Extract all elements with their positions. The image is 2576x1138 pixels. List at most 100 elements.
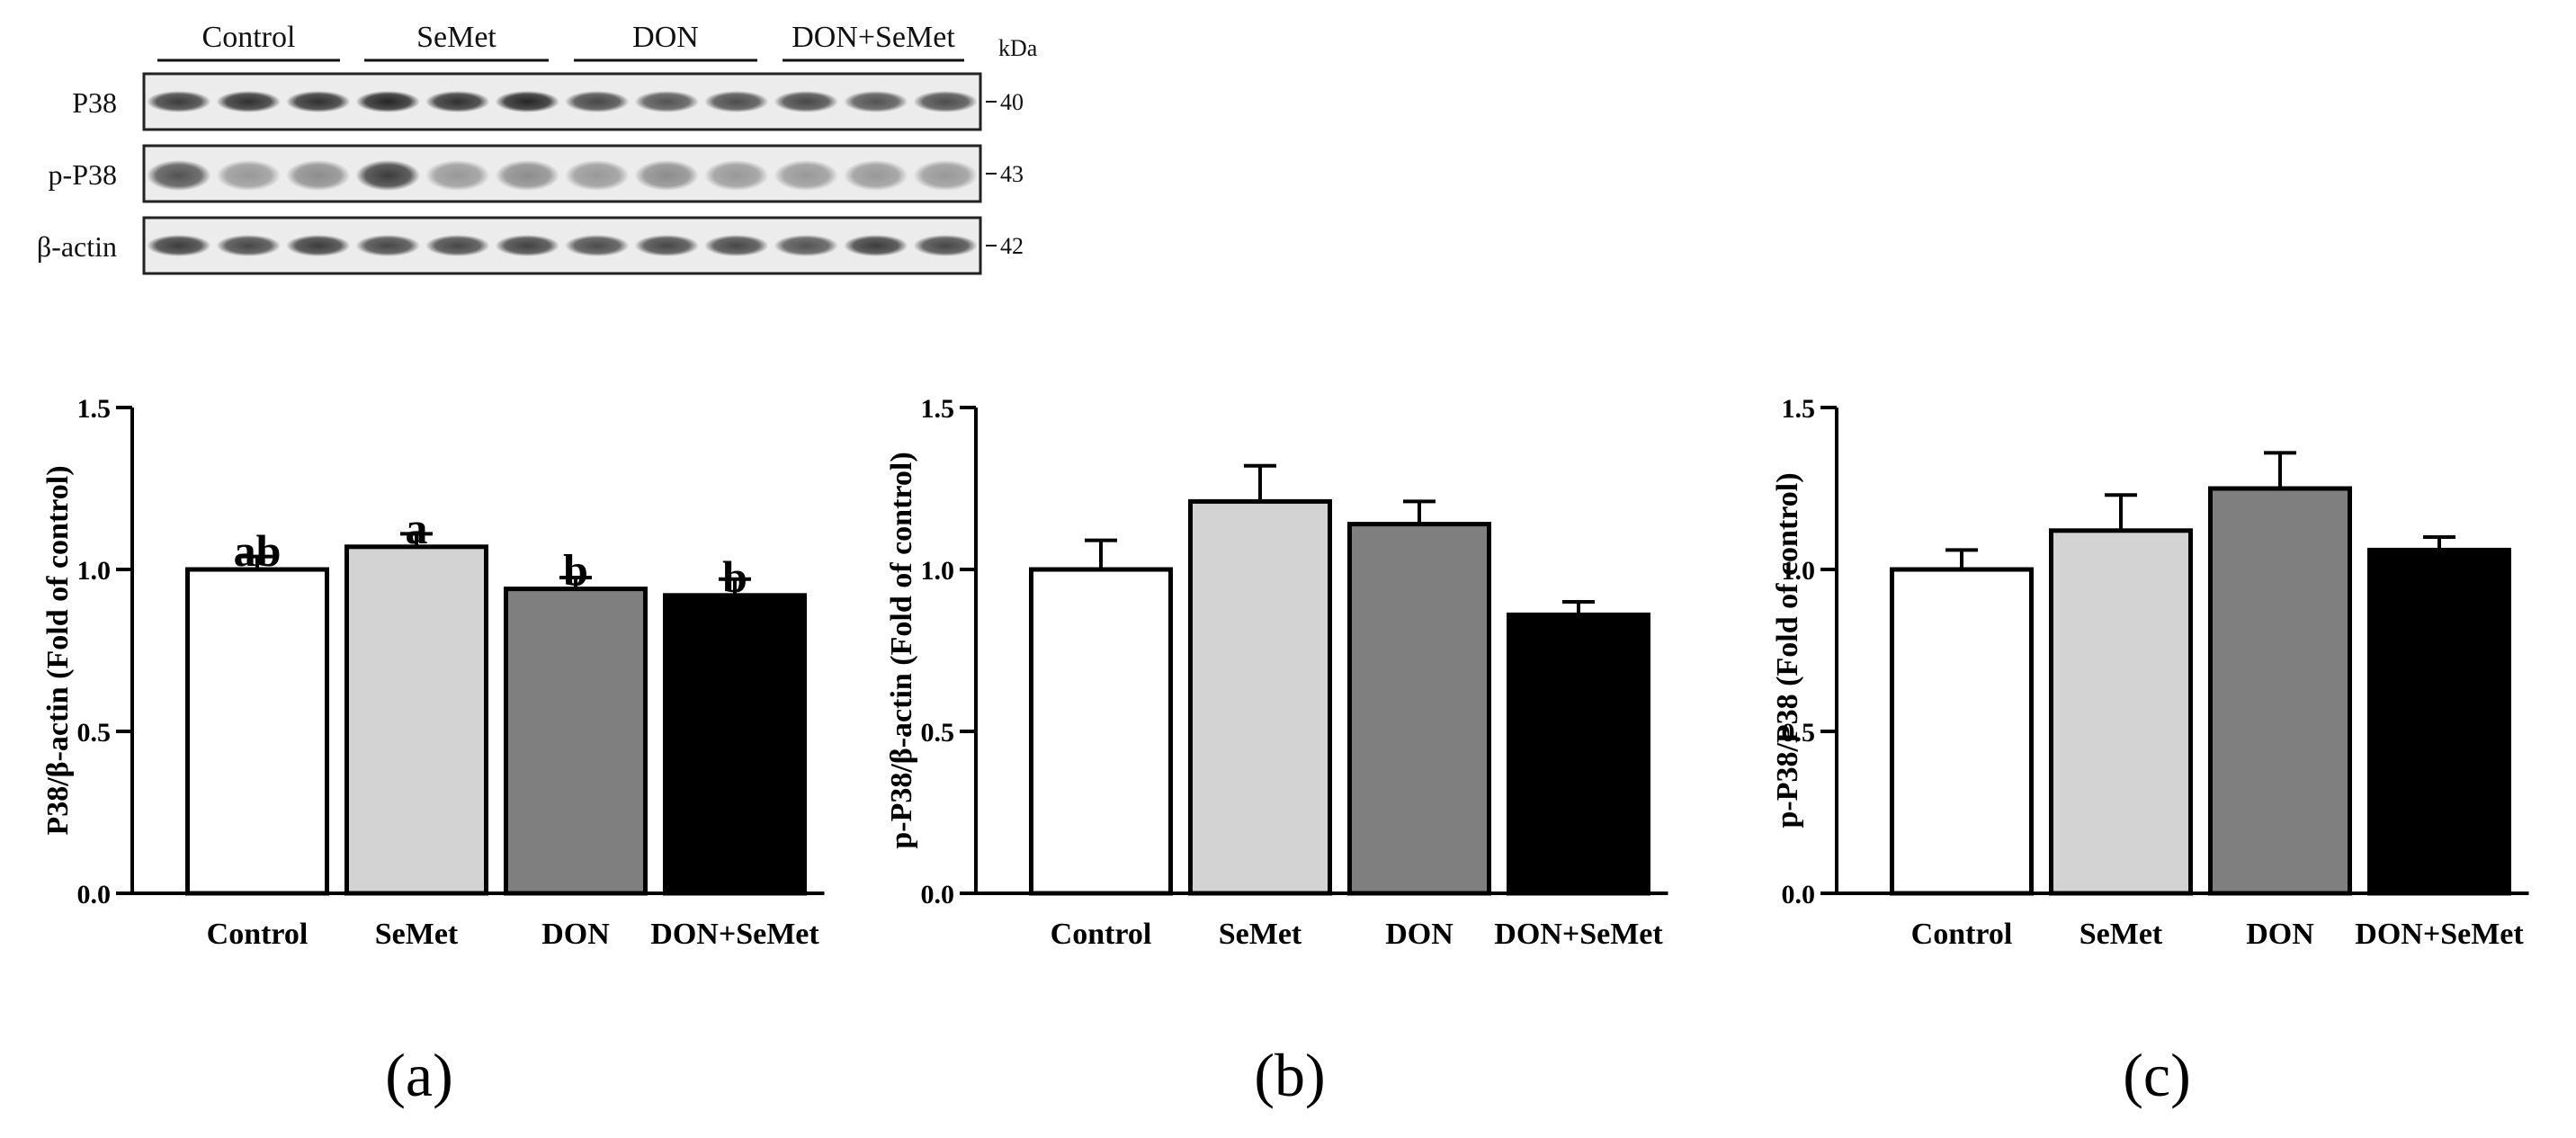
- bar-semet: [1188, 498, 1332, 896]
- bar-semet: [2049, 528, 2193, 896]
- blot-band: [704, 91, 769, 112]
- blot-band: [774, 160, 838, 191]
- blot-row-box: [142, 216, 982, 275]
- significance-letter: b: [563, 545, 588, 596]
- panel-label: (c): [2123, 1041, 2190, 1109]
- blot-band: [774, 235, 838, 256]
- significance-letter: a: [406, 503, 428, 553]
- kda-marker: 42: [1000, 233, 1024, 259]
- blot-band: [286, 160, 351, 191]
- blot-row-label: p-P38: [49, 158, 117, 191]
- blot-band: [844, 91, 908, 112]
- blot-row-box: [142, 72, 982, 131]
- bar-don-semet: [1507, 612, 1650, 896]
- panel-label: (a): [385, 1041, 452, 1109]
- blot-band: [355, 160, 420, 191]
- y-axis-label: p-P38/β-actin (Fold of control): [885, 452, 918, 848]
- blot-band: [565, 235, 630, 256]
- y-tick-label: 0.5: [921, 718, 955, 748]
- bar-control: [185, 567, 329, 896]
- blot-band: [216, 91, 281, 112]
- y-tick-label: 1.0: [1782, 556, 1816, 586]
- blot-group-label: DON+SeMet: [792, 21, 955, 54]
- blot-band: [913, 91, 978, 112]
- x-tick-label: DON: [2246, 918, 2314, 951]
- y-axis-label: p-P38/P38 (Fold of control): [1771, 472, 1804, 828]
- chart-panel-c: 0.0 0.5 1.0 1.5 p-P38/P38 (Fold of control) C…: [1771, 394, 2529, 1109]
- bar-semet: [344, 544, 488, 896]
- bar-control: [1890, 567, 2034, 896]
- blot-group-label: DON: [632, 21, 699, 54]
- y-tick-label: 1.5: [921, 394, 955, 424]
- bar-don: [504, 587, 648, 896]
- blot-band: [704, 235, 769, 256]
- x-tick-label: DON+SeMet: [1494, 918, 1663, 951]
- blot-band: [425, 235, 490, 256]
- chart-panel-b: 0.0 0.5 1.0 1.5p-P38/β-actin (Fold of contr…: [885, 394, 1668, 1109]
- blot-row-label: P38: [72, 86, 117, 119]
- kda-marker: 43: [1000, 161, 1024, 187]
- y-tick-label: 0.5: [1782, 718, 1816, 748]
- blot-band: [355, 91, 420, 112]
- x-tick-label: DON: [1385, 918, 1453, 951]
- blot-band: [495, 235, 559, 256]
- blot-band: [495, 160, 559, 191]
- blot-band: [147, 160, 211, 191]
- x-tick-label: DON+SeMet: [2355, 918, 2524, 951]
- blot-band: [355, 235, 420, 256]
- x-tick-label: Control: [207, 918, 309, 951]
- blot-group-label: SeMet: [416, 21, 496, 54]
- blot-band: [844, 235, 908, 256]
- bar-don: [2208, 486, 2352, 896]
- x-tick-label: DON+SeMet: [650, 918, 819, 951]
- blot-band: [704, 160, 769, 191]
- y-axis-label: P38/β-actin (Fold of control): [41, 465, 75, 835]
- blot-band: [425, 160, 490, 191]
- blot-band: [913, 160, 978, 191]
- blot-band: [565, 160, 630, 191]
- x-tick-label: SeMet: [2080, 918, 2163, 951]
- x-tick-label: SeMet: [375, 918, 459, 951]
- kda-marker: 40: [1000, 89, 1024, 115]
- blot-band: [495, 91, 559, 112]
- blot-row-box: [142, 144, 982, 203]
- y-tick-label: 1.5: [1782, 394, 1816, 424]
- significance-letter: ab: [234, 525, 282, 576]
- blot-band: [634, 235, 699, 256]
- blot-band: [634, 91, 699, 112]
- blot-band: [286, 235, 351, 256]
- bar-don-semet: [663, 593, 807, 896]
- panel-label: (b): [1254, 1041, 1325, 1109]
- y-tick-label: 0.0: [1782, 880, 1816, 910]
- bar-don: [1347, 522, 1491, 896]
- x-tick-label: Control: [1051, 918, 1152, 951]
- blot-band: [913, 235, 978, 256]
- blot-band: [147, 235, 211, 256]
- y-tick-label: 1.0: [921, 556, 955, 586]
- blot-band: [216, 160, 281, 191]
- blot-band: [286, 91, 351, 112]
- blot-band: [844, 160, 908, 191]
- x-tick-label: SeMet: [1219, 918, 1302, 951]
- bar-control: [1029, 567, 1173, 896]
- blot-band: [425, 91, 490, 112]
- blot-band: [216, 235, 281, 256]
- blot-band: [774, 91, 838, 112]
- bar-don-semet: [2367, 547, 2511, 896]
- western-blot: Control SeMet DON DON+SeMet kDa P38 40 p-P38 43 β…: [37, 21, 1038, 275]
- y-tick-label: 1.5: [77, 394, 112, 424]
- kda-header: kDa: [998, 35, 1038, 61]
- y-tick-label: 0.0: [921, 880, 955, 910]
- blot-group-label: Control: [202, 21, 296, 54]
- y-tick-label: 0.5: [77, 718, 112, 748]
- y-tick-label: 1.0: [77, 556, 112, 586]
- x-tick-label: DON: [541, 918, 610, 951]
- blot-band: [565, 91, 630, 112]
- blot-band: [147, 91, 211, 112]
- blot-band: [634, 160, 699, 191]
- blot-row-label: β-actin: [37, 230, 117, 263]
- x-tick-label: Control: [1911, 918, 2013, 951]
- significance-letter: b: [722, 551, 747, 602]
